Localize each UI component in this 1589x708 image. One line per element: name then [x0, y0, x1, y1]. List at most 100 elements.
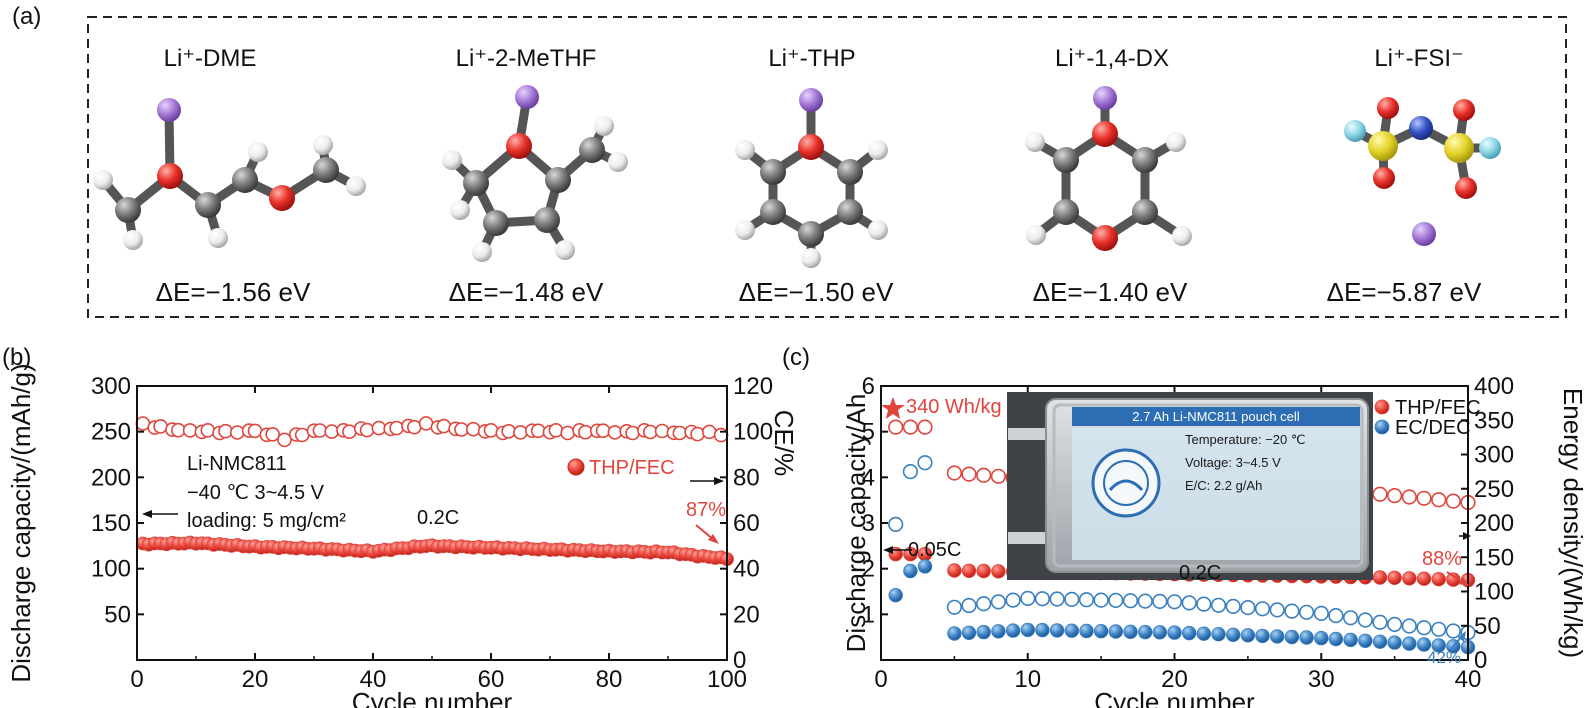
thp-retention-label: 88% [1422, 548, 1462, 570]
data-point-thp-fec-capacity [1431, 572, 1446, 587]
legend-label-thp-fec: THP/FEC [589, 457, 675, 479]
data-point-ec-dec-capacity [1211, 627, 1226, 642]
y2-tick-label: 120 [733, 373, 773, 400]
data-point-ec-dec-capacity [961, 625, 977, 641]
data-point-ec-dec-capacity [1123, 624, 1138, 640]
data-point-ec-dec-energy [1034, 591, 1050, 607]
x-axis-title: Cycle number [1094, 687, 1255, 708]
molecule-title: Li⁺-DME [164, 45, 257, 72]
university-seal-inner [1103, 460, 1149, 506]
data-point-ec-dec-energy [961, 597, 977, 614]
data-point-ec-dec-capacity [1387, 635, 1402, 650]
data-point-ec-dec-energy [1357, 612, 1373, 628]
data-point-ec-dec-capacity [1167, 625, 1182, 640]
x-tick-label: 0 [130, 666, 143, 693]
data-point-ec-dec-energy [1020, 590, 1036, 607]
chart-b: 0 20 40 60 80 100 50 100 150 200 250 300 0 20 40 60 80 10… [6, 363, 799, 708]
data-point-thp-fec-ce [342, 424, 357, 440]
data-point-ec-dec-energy [1269, 602, 1285, 618]
y-tick-label: 6 [862, 373, 875, 400]
data-point-ec-dec-energy [888, 516, 904, 533]
data-point-thp-fec-capacity [1387, 570, 1402, 586]
data-point-thp-fec-capacity [961, 563, 977, 579]
data-point-ec-dec-capacity [1284, 629, 1300, 645]
data-point-thp-fec-energy [961, 466, 977, 482]
y2-tick-label: 400 [1474, 373, 1514, 400]
data-point-ec-dec-capacity [917, 559, 933, 574]
cell-ratio: E/C: 2.2 g/Ah [1185, 478, 1262, 493]
legend-label-thp-fec: THP/FEC [1395, 397, 1481, 419]
x-tick-label: 20 [1161, 666, 1188, 693]
y2-tick-label: 100 [733, 419, 773, 446]
data-point-ec-dec-energy [1445, 623, 1461, 639]
molecule-title: Li⁺-1,4-DX [1055, 45, 1169, 72]
data-point-ec-dec-energy [1401, 618, 1417, 634]
data-point-thp-fec-ce [690, 426, 705, 442]
data-point-ec-dec-capacity [903, 563, 918, 579]
y-tick-label: 4 [862, 464, 875, 491]
data-point-ec-dec-energy [1181, 595, 1197, 611]
left-axis-arrowhead [142, 510, 152, 518]
data-point-ec-dec-capacity [1416, 637, 1432, 652]
data-point-ec-dec-capacity [1431, 638, 1446, 653]
y-axis-title: Discharge capacity/Ah [841, 394, 871, 653]
data-point-ec-dec-energy [1005, 592, 1021, 608]
data-point-thp-fec-ce [359, 422, 375, 438]
x-tick-label: 80 [596, 666, 623, 693]
data-point-thp-fec-ce [153, 419, 168, 434]
legend-marker-ec-dec [1374, 419, 1390, 435]
data-point-thp-fec-ce [578, 424, 593, 440]
y2-tick-label: 300 [1474, 442, 1514, 469]
y-axis-title: Discharge capacity/(mAh/g) [6, 363, 36, 682]
data-point-ec-dec-energy [1431, 621, 1447, 637]
molecule-title: Li⁺-2-MeTHF [456, 45, 597, 72]
molecule-methf-model [442, 85, 628, 262]
data-point-ec-dec-energy [1166, 594, 1183, 610]
data-point-thp-fec-ce [560, 425, 576, 441]
data-point-thp-fec-capacity [976, 563, 991, 579]
data-point-thp-fec-ce [713, 427, 729, 443]
y2-tick-label: 20 [733, 601, 760, 628]
y-tick-label: 250 [91, 419, 131, 446]
y-tick-label: 150 [91, 510, 131, 537]
data-point-thp-fec-capacity [1372, 570, 1388, 585]
cell-temperature: Temperature: −20 ℃ [1185, 432, 1305, 447]
data-point-ec-dec-capacity [1079, 623, 1094, 639]
data-point-thp-fec-energy [1416, 490, 1432, 506]
x-axis-title: Cycle number [352, 687, 513, 708]
data-point-ec-dec-capacity [888, 588, 903, 603]
data-point-ec-dec-energy [1122, 593, 1139, 609]
data-point-ec-dec-capacity [1225, 627, 1241, 643]
molecule-title: Li⁺-FSI⁻ [1374, 45, 1463, 72]
data-point-thp-fec-ce [625, 425, 640, 441]
panel-a-label: (a) [12, 3, 41, 30]
x-tick-label: 10 [1014, 666, 1041, 693]
data-point-ec-dec-energy [1137, 593, 1153, 609]
molecule-thp-model [735, 88, 888, 268]
legend-marker-thp-fec [1374, 399, 1390, 415]
data-point-ec-dec-energy [1254, 601, 1271, 617]
data-point-ec-dec-energy [946, 599, 963, 615]
data-point-ec-dec-capacity [1020, 622, 1036, 638]
y2-tick-label: 80 [733, 464, 760, 491]
legend-label-ec-dec: EC/DEC [1395, 417, 1471, 439]
right-axis-arrowhead [714, 477, 724, 485]
data-point-thp-fec-ce [182, 423, 198, 438]
data-point-thp-fec-ce [389, 420, 404, 436]
data-point-ec-dec-energy [1284, 603, 1300, 619]
data-point-thp-fec-capacity [947, 563, 962, 578]
panel-a-frame [87, 16, 1567, 318]
retention-label: 87% [686, 499, 726, 521]
binding-energy-label: ΔE=−1.48 eV [449, 277, 604, 307]
data-point-thp-fec-energy [1401, 489, 1417, 505]
data-point-thp-fec-energy [1372, 486, 1388, 502]
data-point-ec-dec-capacity [947, 626, 962, 641]
y2-tick-label: 0 [1474, 647, 1487, 674]
y2-tick-label: 250 [1474, 476, 1514, 503]
data-point-ec-dec-capacity [1402, 636, 1417, 651]
data-point-thp-fec-ce [672, 425, 688, 441]
pouch-cell-inset: 2.7 Ah Li-NMC811 pouch cell Temperature:… [1007, 392, 1373, 580]
y-tick-label: 50 [104, 601, 131, 628]
y2-tick-label: 0 [733, 647, 746, 674]
